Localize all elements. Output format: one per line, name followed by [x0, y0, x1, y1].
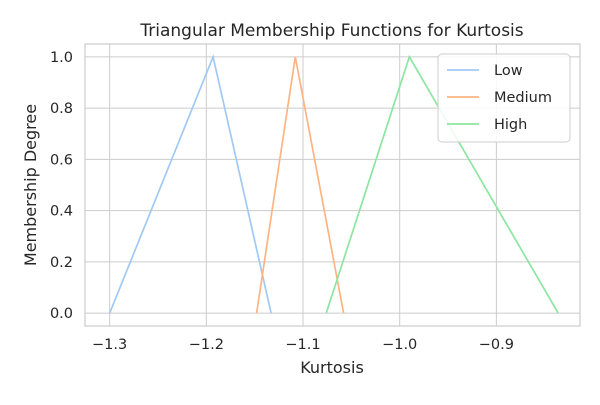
x-tick-label: −0.9 [479, 337, 514, 353]
y-tick-label: 0.2 [50, 255, 73, 271]
series-line-high [325, 54, 559, 314]
y-tick-label: 0.6 [50, 152, 73, 168]
x-tick-label: −1.0 [382, 337, 417, 353]
chart-title: Triangular Membership Functions for Kurt… [139, 21, 523, 41]
legend-label-low: Low [494, 63, 523, 79]
plot-frame [84, 43, 581, 327]
x-tick-label: −1.1 [285, 337, 320, 353]
y-tick-label: 1.0 [50, 50, 73, 66]
legend: Low Medium High [437, 53, 571, 143]
legend-label-high: High [494, 117, 527, 133]
y-axis-label: Membership Degree [21, 104, 40, 266]
y-tick-label: 0.4 [50, 204, 73, 220]
tick-labels: −1.3 −1.2 −1.1 −1.0 −0.9 0.0 0.2 0.4 0.6 0.8 1.0 [50, 50, 514, 353]
series-lines [108, 53, 559, 314]
x-axis-label: Kurtosis [300, 358, 364, 377]
legend-items: Low Medium High [447, 63, 552, 133]
legend-box [437, 53, 571, 143]
y-tick-label: 0.0 [50, 306, 73, 322]
series-line-low [108, 53, 272, 314]
x-tick-label: −1.2 [189, 337, 224, 353]
series-line-medium [255, 56, 345, 314]
y-tick-label: 0.8 [50, 101, 73, 117]
legend-label-medium: Medium [494, 90, 552, 106]
x-tick-label: −1.3 [92, 337, 127, 353]
